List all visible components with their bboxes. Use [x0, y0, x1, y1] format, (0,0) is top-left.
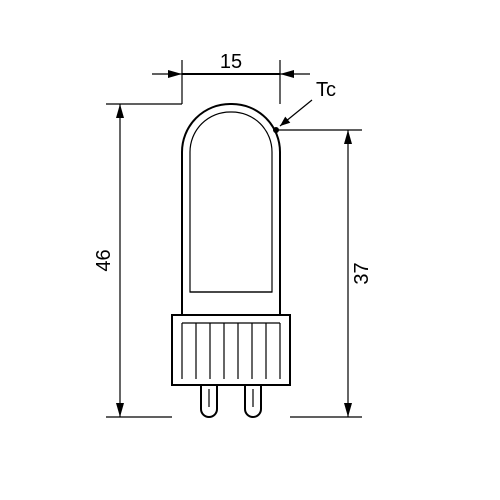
dim-total-height-label: 46	[93, 249, 115, 271]
bulb-outer	[182, 104, 280, 315]
tc-label: Tc	[316, 79, 336, 101]
bulb-base	[172, 315, 290, 385]
dim-width-label: 15	[220, 51, 242, 73]
bulb-dimension-diagram: Tc 15 46 37	[0, 0, 500, 500]
bulb-inner	[190, 112, 272, 292]
dim-body-height-label: 37	[351, 262, 373, 284]
